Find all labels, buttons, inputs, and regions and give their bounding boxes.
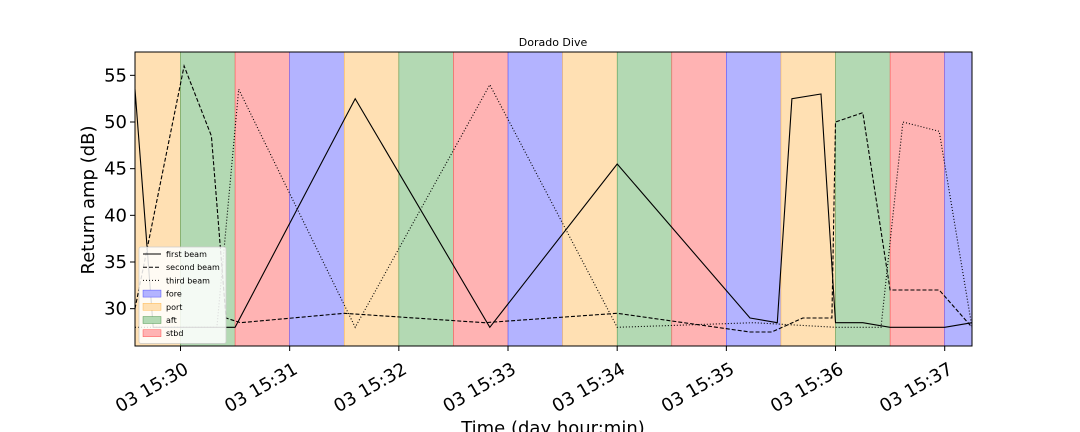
y-tick-label: 45 (104, 159, 127, 180)
x-tick-label: 03 15:35 (658, 359, 738, 417)
y-tick-label: 55 (104, 65, 127, 86)
band-fore (289, 52, 345, 346)
y-tick-label: 35 (104, 252, 127, 273)
legend-patch-swatch (142, 316, 162, 324)
y-tick-label: 50 (104, 112, 127, 133)
band-aft (617, 52, 672, 346)
x-tick-label: 03 15:33 (439, 359, 519, 417)
x-axis-label: Time (day hour:min) (460, 418, 645, 432)
legend-label: stbd (166, 329, 183, 338)
legend-label: second beam (166, 263, 220, 272)
x-tick-label: 03 15:32 (330, 359, 410, 417)
band-fore (726, 52, 781, 346)
legend-patch-swatch (142, 289, 162, 298)
band-port (780, 52, 836, 346)
band-fore (944, 52, 972, 346)
band-stbd (671, 52, 727, 346)
band-stbd (890, 52, 945, 346)
band-stbd (235, 52, 290, 346)
band-stbd (453, 52, 509, 346)
legend-label: third beam (166, 276, 210, 285)
x-tick-label: 03 15:34 (549, 359, 629, 417)
chart-title: Dorado Dive (519, 36, 588, 49)
band-aft (835, 52, 891, 346)
x-tick-label: 03 15:31 (221, 359, 301, 417)
band-port (344, 52, 399, 346)
legend: first beam second beam third beam fore port a… (138, 246, 227, 344)
legend-label: port (166, 303, 182, 312)
legend-patch-swatch (142, 329, 162, 337)
series-first-beam (134, 89, 973, 329)
x-tick-label: 03 15:37 (876, 359, 956, 417)
plot-frame (134, 51, 973, 347)
legend-label: fore (166, 290, 182, 299)
band-fore (508, 52, 563, 346)
legend-label: first beam (166, 250, 207, 259)
legend-label: aft (166, 316, 177, 325)
y-tick-label: 40 (104, 205, 127, 226)
legend-patch-swatch (142, 303, 162, 311)
x-tick-label: 03 15:30 (112, 359, 192, 417)
y-tick-label: 30 (104, 299, 127, 320)
bands-layer (134, 52, 972, 346)
x-tick-label: 03 15:36 (767, 359, 847, 417)
y-axis-label: Return amp (dB) (78, 126, 99, 275)
